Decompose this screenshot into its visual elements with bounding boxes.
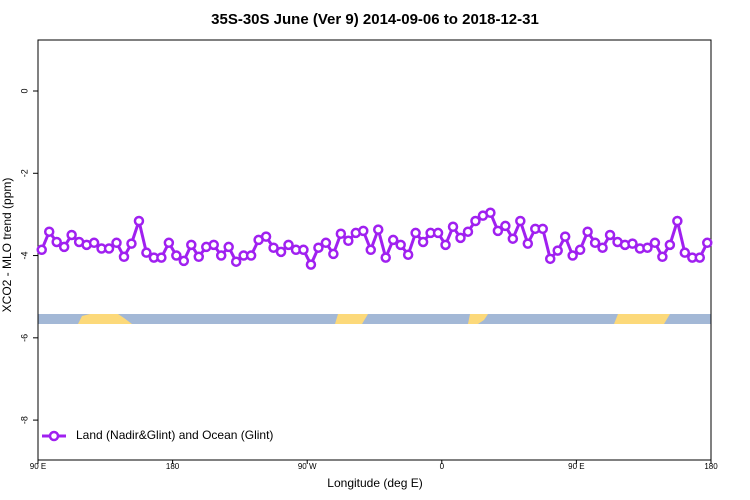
point: [66, 229, 77, 241]
point: [58, 241, 70, 253]
point: [305, 259, 317, 270]
x-tick-label: 180: [166, 462, 180, 471]
point: [335, 228, 347, 240]
point: [372, 224, 384, 235]
point: [664, 239, 676, 251]
point: [672, 215, 683, 227]
point: [268, 242, 279, 253]
point: [507, 233, 519, 244]
point: [589, 237, 601, 249]
point: [485, 207, 496, 219]
legend-marker: [48, 430, 60, 442]
point: [447, 221, 459, 233]
point: [43, 226, 55, 237]
x-axis-label: Longitude (deg E): [327, 476, 422, 490]
point: [455, 232, 466, 244]
y-tick-label: -2: [19, 169, 29, 177]
point: [432, 227, 444, 239]
point: [492, 225, 504, 237]
point: [597, 242, 608, 253]
point: [604, 229, 616, 241]
point: [544, 253, 556, 265]
point: [380, 252, 391, 263]
point: [559, 231, 571, 242]
point: [103, 243, 115, 254]
point: [163, 237, 175, 249]
point: [537, 223, 548, 235]
point: [178, 255, 190, 267]
point: [298, 244, 309, 256]
point: [567, 250, 578, 261]
point: [417, 236, 429, 248]
point: [111, 237, 122, 249]
y-axis-label: XCO2 - MLO trend (ppm): [0, 178, 14, 313]
point: [387, 234, 399, 246]
point: [208, 239, 219, 251]
x-tick-label: 0: [440, 462, 445, 471]
point: [410, 227, 421, 239]
point: [141, 247, 152, 258]
point: [320, 237, 332, 249]
point: [51, 236, 62, 248]
point: [313, 242, 324, 253]
point: [627, 238, 638, 249]
point: [574, 244, 586, 256]
point: [522, 238, 534, 249]
point: [402, 249, 414, 260]
y-tick-label: 0: [19, 89, 29, 94]
x-tick-label: 180: [704, 462, 718, 471]
y-tick-label: -8: [19, 416, 29, 424]
chart-title: 35S-30S June (Ver 9) 2014-09-06 to 2018-…: [211, 11, 539, 28]
point: [358, 225, 369, 237]
point: [215, 250, 227, 261]
point: [343, 235, 354, 246]
point: [694, 252, 706, 263]
point: [552, 245, 563, 256]
point: [462, 226, 474, 237]
point: [642, 242, 653, 253]
point: [156, 252, 167, 263]
point: [230, 256, 242, 267]
x-tick-label: 90 W: [298, 462, 317, 471]
point: [649, 237, 661, 249]
point: [328, 248, 339, 260]
y-tick-label: -6: [19, 334, 29, 342]
point: [245, 250, 257, 261]
point: [283, 239, 294, 251]
point: [133, 215, 145, 227]
point: [36, 244, 47, 256]
point: [126, 238, 137, 249]
point: [223, 241, 234, 253]
point: [186, 239, 197, 251]
legend-label: Land (Nadir&Glint) and Ocean (Glint): [76, 428, 273, 442]
point: [657, 251, 668, 263]
point: [500, 220, 511, 232]
y-tick-label: -4: [19, 252, 29, 260]
point: [260, 231, 272, 242]
point: [440, 239, 451, 251]
point: [702, 237, 713, 249]
x-tick-label: 90 E: [30, 462, 46, 471]
point: [193, 251, 205, 263]
point: [470, 215, 481, 227]
point: [275, 246, 287, 258]
point: [171, 250, 182, 261]
map-strip: [38, 314, 711, 324]
point: [118, 251, 130, 263]
point: [679, 247, 691, 258]
point: [395, 239, 406, 251]
point: [582, 226, 593, 237]
x-tick-label: 90 E: [568, 462, 584, 471]
point: [515, 215, 526, 227]
point: [88, 237, 100, 249]
point: [365, 244, 377, 256]
